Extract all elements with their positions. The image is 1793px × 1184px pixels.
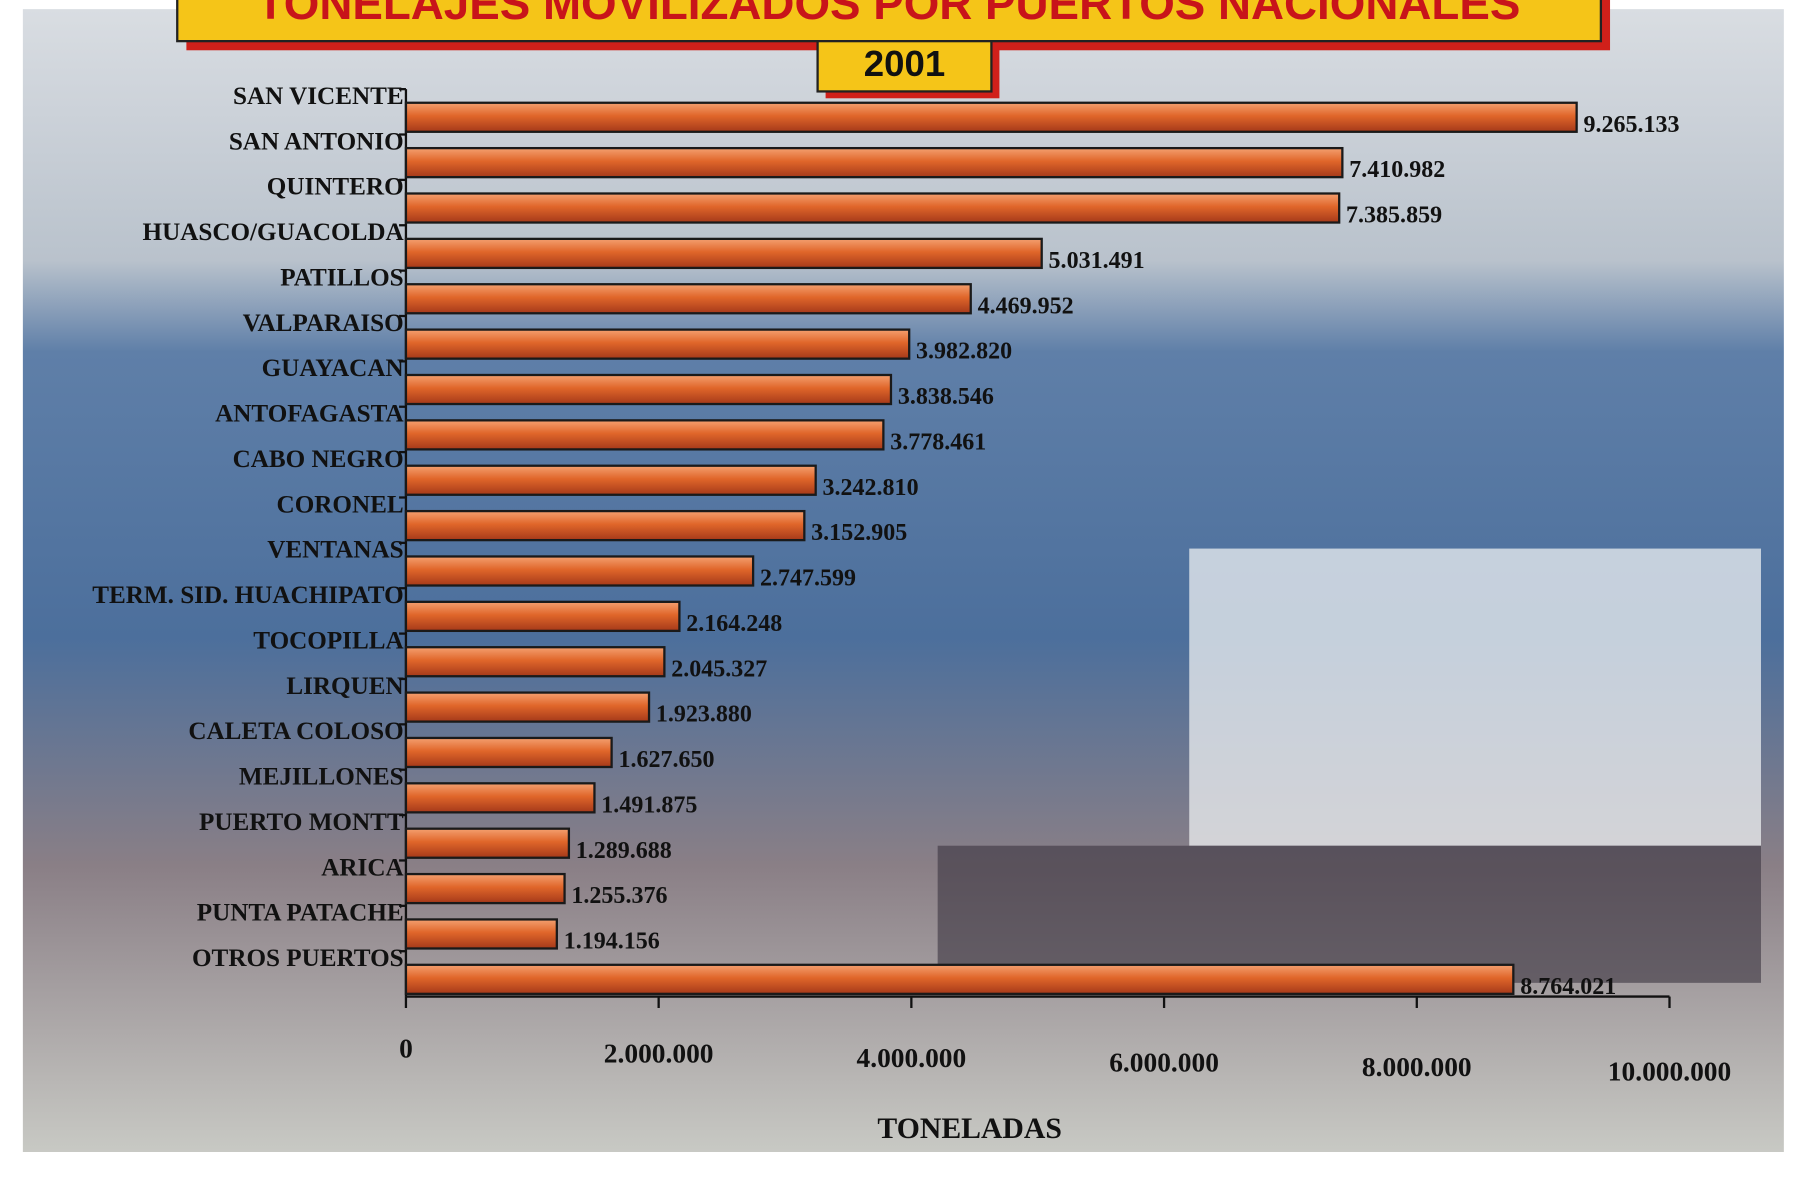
bar: [404, 237, 1043, 270]
value-label: 3.838.546: [898, 384, 994, 410]
bar: [404, 918, 558, 950]
y-tick-label: MEJILLONES: [239, 764, 404, 791]
hull: [937, 845, 1761, 983]
bar: [404, 736, 613, 769]
x-tick-label: 6.000.000: [1109, 1047, 1219, 1077]
x-tick-label: 8.000.000: [1362, 1052, 1472, 1082]
x-tick-label: 10.000.000: [1608, 1057, 1731, 1087]
bar: [404, 419, 885, 451]
y-tick-label: PUERTO MONTT: [199, 809, 404, 836]
x-axis-label: TONELADAS: [877, 1113, 1061, 1145]
y-tick-label: OTROS PUERTOS: [192, 945, 404, 972]
ship: [1189, 548, 1761, 846]
bar: [404, 827, 571, 859]
bar: [404, 464, 817, 496]
chart-title: TONELAJES MOVILIZADOS POR PUERTOS NACION…: [257, 0, 1521, 29]
value-label: 1.923.880: [656, 702, 752, 728]
bar: [404, 600, 681, 633]
bar: [404, 283, 972, 315]
x-tick-label: 4.000.000: [857, 1043, 967, 1073]
y-tick-label: GUAYACAN: [262, 355, 404, 382]
value-label: 2.045.327: [671, 656, 767, 682]
value-label: 8.764.021: [1520, 974, 1616, 1000]
y-tick-label: PATILLOS: [280, 264, 403, 291]
y-tick-label: VALPARAISO: [243, 310, 404, 337]
bar: [404, 509, 806, 542]
value-label: 2.164.248: [686, 611, 782, 637]
value-label: 3.242.810: [823, 475, 919, 501]
y-tick-label: ARICA: [321, 854, 403, 881]
value-label: 1.255.376: [571, 883, 667, 909]
bar: [404, 872, 566, 905]
value-label: 1.289.688: [576, 838, 672, 864]
bar: [404, 146, 1344, 179]
x-tick-label: 2.000.000: [604, 1038, 714, 1068]
value-label: 1.194.156: [564, 929, 660, 955]
y-tick-label: CABO NEGRO: [233, 446, 404, 473]
y-tick-label: TERM. SID. HUACHIPATO: [92, 582, 403, 609]
bar: [404, 782, 596, 814]
y-tick-label: CORONEL: [277, 491, 404, 518]
bar: [404, 373, 893, 406]
value-label: 4.469.952: [978, 293, 1074, 319]
value-label: 1.491.875: [601, 792, 697, 818]
y-tick-label: ANTOFAGASTA: [215, 401, 404, 428]
y-tick-label: LIRQUEN: [286, 673, 403, 700]
subtitle-box: [816, 39, 993, 93]
bar: [404, 555, 755, 587]
bar: [404, 328, 911, 360]
bar: [404, 192, 1341, 224]
value-label: 7.410.982: [1349, 157, 1445, 183]
y-tick-label: VENTANAS: [267, 537, 403, 564]
bar: [404, 646, 666, 678]
value-label: 3.982.820: [916, 339, 1012, 365]
value-label: 7.385.859: [1346, 203, 1442, 229]
y-tick-label: HUASCO/GUACOLDA: [143, 219, 404, 246]
bar: [404, 101, 1578, 133]
y-tick-label: QUINTERO: [267, 174, 404, 201]
y-tick-label: SAN ANTONIO: [229, 128, 404, 155]
x-tick-label: 0: [399, 1034, 413, 1064]
value-label: 3.152.905: [811, 520, 907, 546]
y-tick-label: TOCOPILLA: [253, 627, 403, 654]
y-tick-label: PUNTA PATACHE: [197, 900, 404, 927]
value-label: 9.265.133: [1584, 112, 1680, 138]
value-label: 3.778.461: [890, 429, 986, 455]
y-tick-label: SAN VICENTE: [233, 83, 404, 110]
value-label: 5.031.491: [1049, 248, 1145, 274]
value-label: 2.747.599: [760, 566, 856, 592]
bar: [404, 691, 651, 723]
y-tick-label: CALETA COLOSO: [188, 718, 403, 745]
chart-subtitle: 2001: [864, 43, 945, 84]
bar: [404, 963, 1515, 995]
value-label: 1.627.650: [618, 747, 714, 773]
